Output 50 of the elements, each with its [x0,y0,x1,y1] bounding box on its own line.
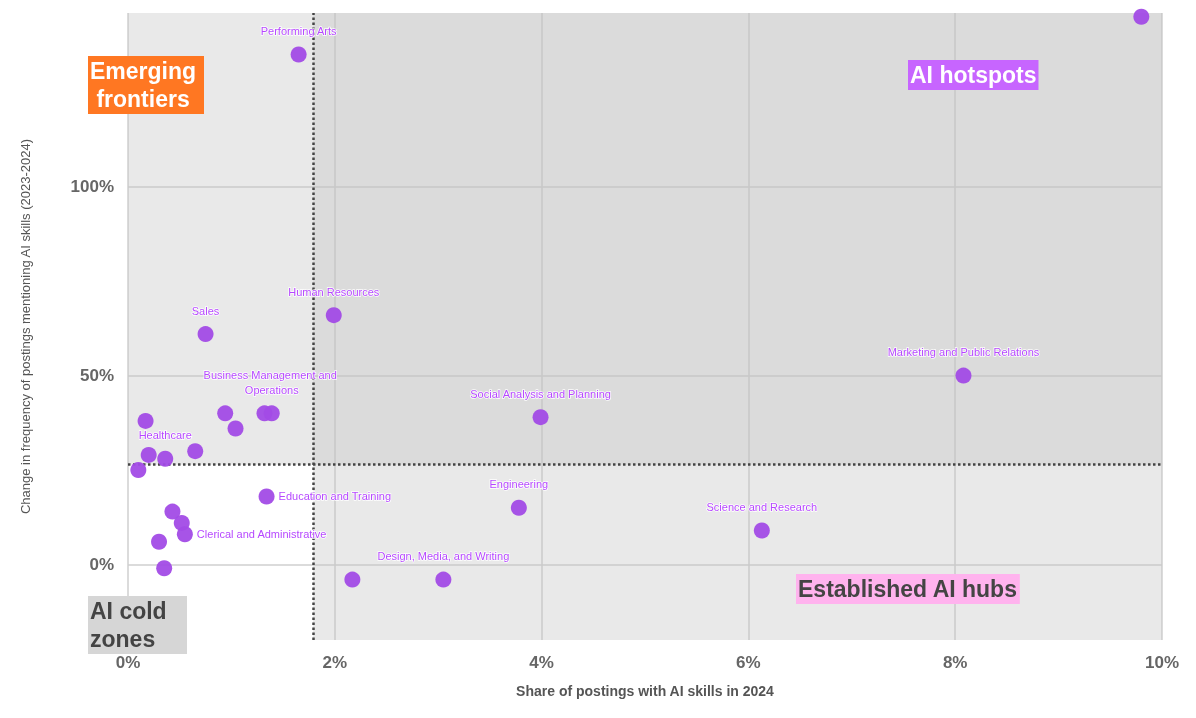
data-label: Design, Media, and Writing [377,550,510,563]
data-label: Business Management and Operations [203,368,340,396]
point [140,446,157,463]
point [137,412,154,429]
y-tick-label: 50% [79,366,114,386]
x-tick-label: 8% [942,653,968,672]
point [1133,8,1150,25]
point [176,526,193,543]
data-label: Social Analysis and Planning [470,387,611,400]
point [227,420,244,437]
annotation: AI hotspots [910,62,1037,88]
x-tick-label: 4% [529,653,554,672]
x-axis-title: Share of postings with AI skills in 2024 [516,683,775,699]
point [510,499,527,516]
x-tick-label: 0% [115,653,141,672]
point [258,488,275,505]
annotation: Emerging frontiers [90,58,197,112]
data-label: Education and Training [278,490,392,503]
point [130,462,147,479]
point [187,443,204,460]
data-label: Human Resources [288,285,380,298]
x-tick-label: 6% [736,653,761,672]
annotation: AI cold zones [90,598,174,652]
point [435,571,452,588]
point [263,405,280,422]
point [955,367,972,384]
point [290,46,307,63]
data-label: Sales [191,304,220,317]
data-label: Performing Arts [260,25,338,38]
data-label: Science and Research [706,500,818,513]
point [325,307,342,324]
point [344,571,361,588]
x-tick-label: 10% [1144,653,1180,672]
point [151,533,168,550]
x-tick-label: 2% [322,653,348,672]
y-tick-label: 100% [70,177,114,197]
data-label: Engineering [489,478,549,491]
point [753,522,770,539]
point [532,409,549,426]
annotation: Established AI hubs [798,576,1017,602]
data-label: Clerical and Administrative [196,528,327,541]
point [197,326,214,343]
point [157,450,174,467]
y-axis-title: Change in frequency of postings mentioning AI skills (2023-2024) [18,138,33,515]
y-tick-label: 0% [89,554,114,574]
data-label: Marketing and Public Relations [887,346,1040,359]
data-label: Healthcare [138,429,192,442]
point [164,503,181,520]
point [156,560,173,577]
point [217,405,234,422]
